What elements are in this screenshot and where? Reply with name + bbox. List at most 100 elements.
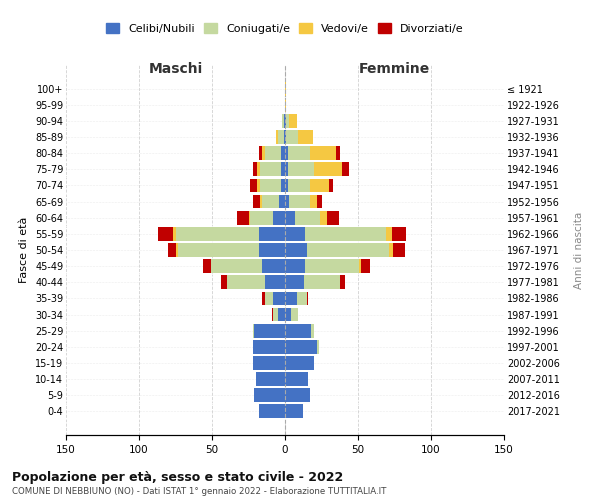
Bar	[289, 114, 296, 128]
Bar	[317, 340, 319, 353]
Bar	[289, 194, 310, 208]
Bar	[317, 194, 322, 208]
Bar	[250, 178, 257, 192]
Bar	[279, 194, 285, 208]
Bar	[221, 276, 227, 289]
Bar	[262, 146, 265, 160]
Bar	[253, 162, 257, 176]
Bar	[320, 211, 328, 224]
Bar	[288, 178, 310, 192]
Bar	[203, 260, 211, 273]
Bar	[274, 308, 278, 322]
Bar	[281, 178, 285, 192]
Bar	[278, 130, 284, 144]
Bar	[298, 130, 313, 144]
Bar	[260, 178, 281, 192]
Bar	[259, 227, 285, 240]
Bar	[285, 98, 286, 112]
Bar	[175, 227, 259, 240]
Bar	[282, 114, 284, 128]
Y-axis label: Fasce di età: Fasce di età	[19, 217, 29, 283]
Bar	[393, 243, 405, 257]
Bar	[305, 227, 386, 240]
Text: Popolazione per età, sesso e stato civile - 2022: Popolazione per età, sesso e stato civil…	[12, 471, 343, 484]
Bar	[227, 276, 265, 289]
Bar	[260, 194, 262, 208]
Bar	[276, 130, 278, 144]
Bar	[342, 162, 349, 176]
Bar	[248, 211, 250, 224]
Bar	[284, 114, 285, 128]
Bar	[285, 308, 291, 322]
Bar	[262, 260, 285, 273]
Bar	[392, 227, 406, 240]
Bar	[311, 324, 314, 338]
Bar	[262, 292, 265, 306]
Bar	[274, 211, 285, 224]
Bar	[285, 356, 314, 370]
Bar	[285, 260, 305, 273]
Bar	[259, 404, 285, 418]
Bar	[285, 276, 304, 289]
Bar	[307, 292, 308, 306]
Bar	[285, 324, 311, 338]
Bar	[173, 227, 176, 240]
Bar	[259, 243, 285, 257]
Text: Femmine: Femmine	[359, 62, 430, 76]
Bar	[257, 178, 260, 192]
Bar	[310, 146, 336, 160]
Bar	[262, 194, 279, 208]
Bar	[265, 276, 285, 289]
Text: COMUNE DI NEBBIUNO (NO) - Dati ISTAT 1° gennaio 2022 - Elaborazione TUTTITALIA.I: COMUNE DI NEBBIUNO (NO) - Dati ISTAT 1° …	[12, 488, 386, 496]
Bar	[285, 178, 288, 192]
Bar	[291, 308, 298, 322]
Bar	[254, 388, 285, 402]
Bar	[285, 388, 310, 402]
Bar	[265, 146, 281, 160]
Bar	[288, 162, 314, 176]
Bar	[386, 227, 392, 240]
Bar	[285, 114, 286, 128]
Bar	[285, 292, 296, 306]
Bar	[285, 211, 295, 224]
Bar	[250, 211, 274, 224]
Bar	[285, 162, 288, 176]
Bar	[281, 146, 285, 160]
Bar	[278, 308, 285, 322]
Bar	[257, 162, 260, 176]
Bar	[211, 260, 262, 273]
Bar	[361, 260, 370, 273]
Bar	[336, 146, 340, 160]
Bar	[296, 292, 307, 306]
Bar	[274, 292, 285, 306]
Bar	[305, 260, 359, 273]
Bar	[178, 243, 259, 257]
Bar	[285, 146, 288, 160]
Bar	[285, 243, 307, 257]
Bar	[304, 276, 340, 289]
Bar	[286, 114, 289, 128]
Bar	[254, 324, 285, 338]
Bar	[260, 162, 281, 176]
Bar	[359, 260, 361, 273]
Bar	[168, 243, 176, 257]
Bar	[237, 211, 248, 224]
Bar	[176, 243, 178, 257]
Bar	[285, 194, 289, 208]
Bar	[310, 178, 329, 192]
Bar	[256, 372, 285, 386]
Bar	[310, 194, 317, 208]
Bar	[259, 146, 262, 160]
Bar	[253, 194, 260, 208]
Bar	[265, 292, 274, 306]
Bar	[307, 243, 389, 257]
Bar	[285, 404, 302, 418]
Bar	[389, 243, 393, 257]
Bar	[285, 227, 305, 240]
Y-axis label: Anni di nascita: Anni di nascita	[574, 212, 584, 288]
Bar	[340, 276, 345, 289]
Bar	[285, 130, 286, 144]
Bar	[288, 146, 310, 160]
Legend: Celibi/Nubili, Coniugati/e, Vedovi/e, Divorziati/e: Celibi/Nubili, Coniugati/e, Vedovi/e, Di…	[102, 19, 468, 38]
Bar	[314, 162, 342, 176]
